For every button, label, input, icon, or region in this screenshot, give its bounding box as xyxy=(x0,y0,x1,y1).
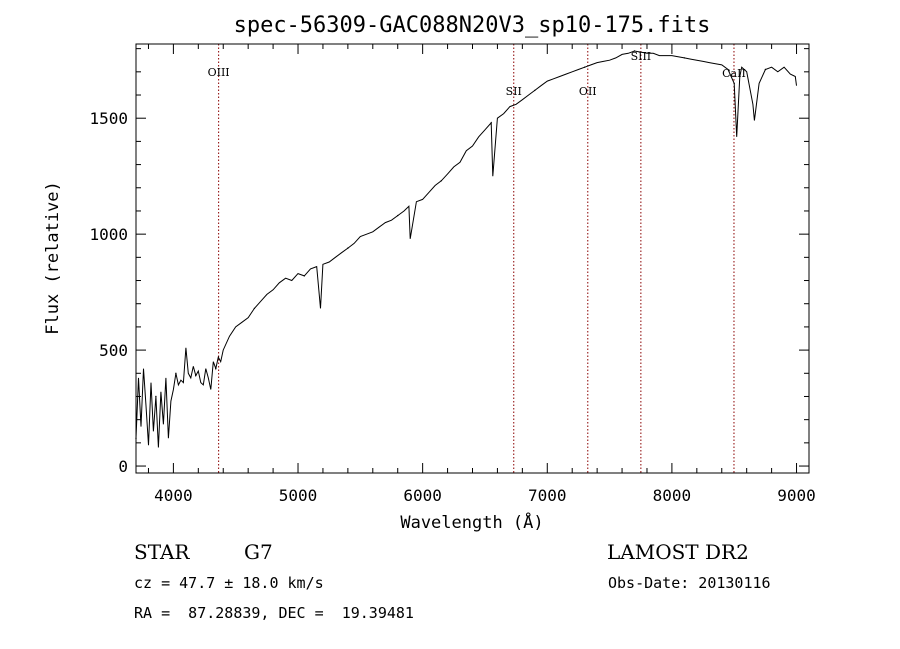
spectrum-chart: spec-56309-GAC088N20V3_sp10-175.fits OII… xyxy=(43,13,816,533)
x-axis-label: Wavelength (Å) xyxy=(400,511,543,533)
plot-frame xyxy=(135,43,810,474)
chart-title: spec-56309-GAC088N20V3_sp10-175.fits xyxy=(234,13,711,38)
redshift-text: cz = 47.7 ± 18.0 km/s xyxy=(134,574,324,592)
spectral-line-label: OIII xyxy=(208,66,230,79)
spectral-subclass: G7 xyxy=(244,540,273,564)
y-tick-label: 500 xyxy=(99,341,128,360)
y-tick-label: 1500 xyxy=(89,109,128,128)
y-tick-label: 1000 xyxy=(89,225,128,244)
x-tick-label: 9000 xyxy=(777,486,816,505)
survey-label: LAMOST DR2 xyxy=(607,540,749,564)
spectral-line-label: CaII xyxy=(722,67,746,80)
object-class: STAR xyxy=(134,540,190,564)
x-tick-label: 8000 xyxy=(653,486,692,505)
x-tick-label: 5000 xyxy=(279,486,318,505)
y-tick-label: 0 xyxy=(118,457,128,476)
spectrum-line xyxy=(135,50,797,448)
series-group xyxy=(135,50,797,448)
x-tick-label: 6000 xyxy=(403,486,442,505)
spectral-line-label: OII xyxy=(579,85,597,98)
spectral-line-label: SII xyxy=(506,85,522,98)
coordinates: RA = 87.28839, DEC = 19.39481 xyxy=(134,604,414,622)
x-tick-label: 7000 xyxy=(528,486,567,505)
y-axis-label: Flux (relative) xyxy=(43,181,63,335)
obs-date: Obs-Date: 20130116 xyxy=(608,574,771,592)
x-tick-label: 4000 xyxy=(154,486,193,505)
axis-ticks: 4000 5000 6000 7000 8000 9000 0 500 1000 1500 xyxy=(89,44,816,505)
